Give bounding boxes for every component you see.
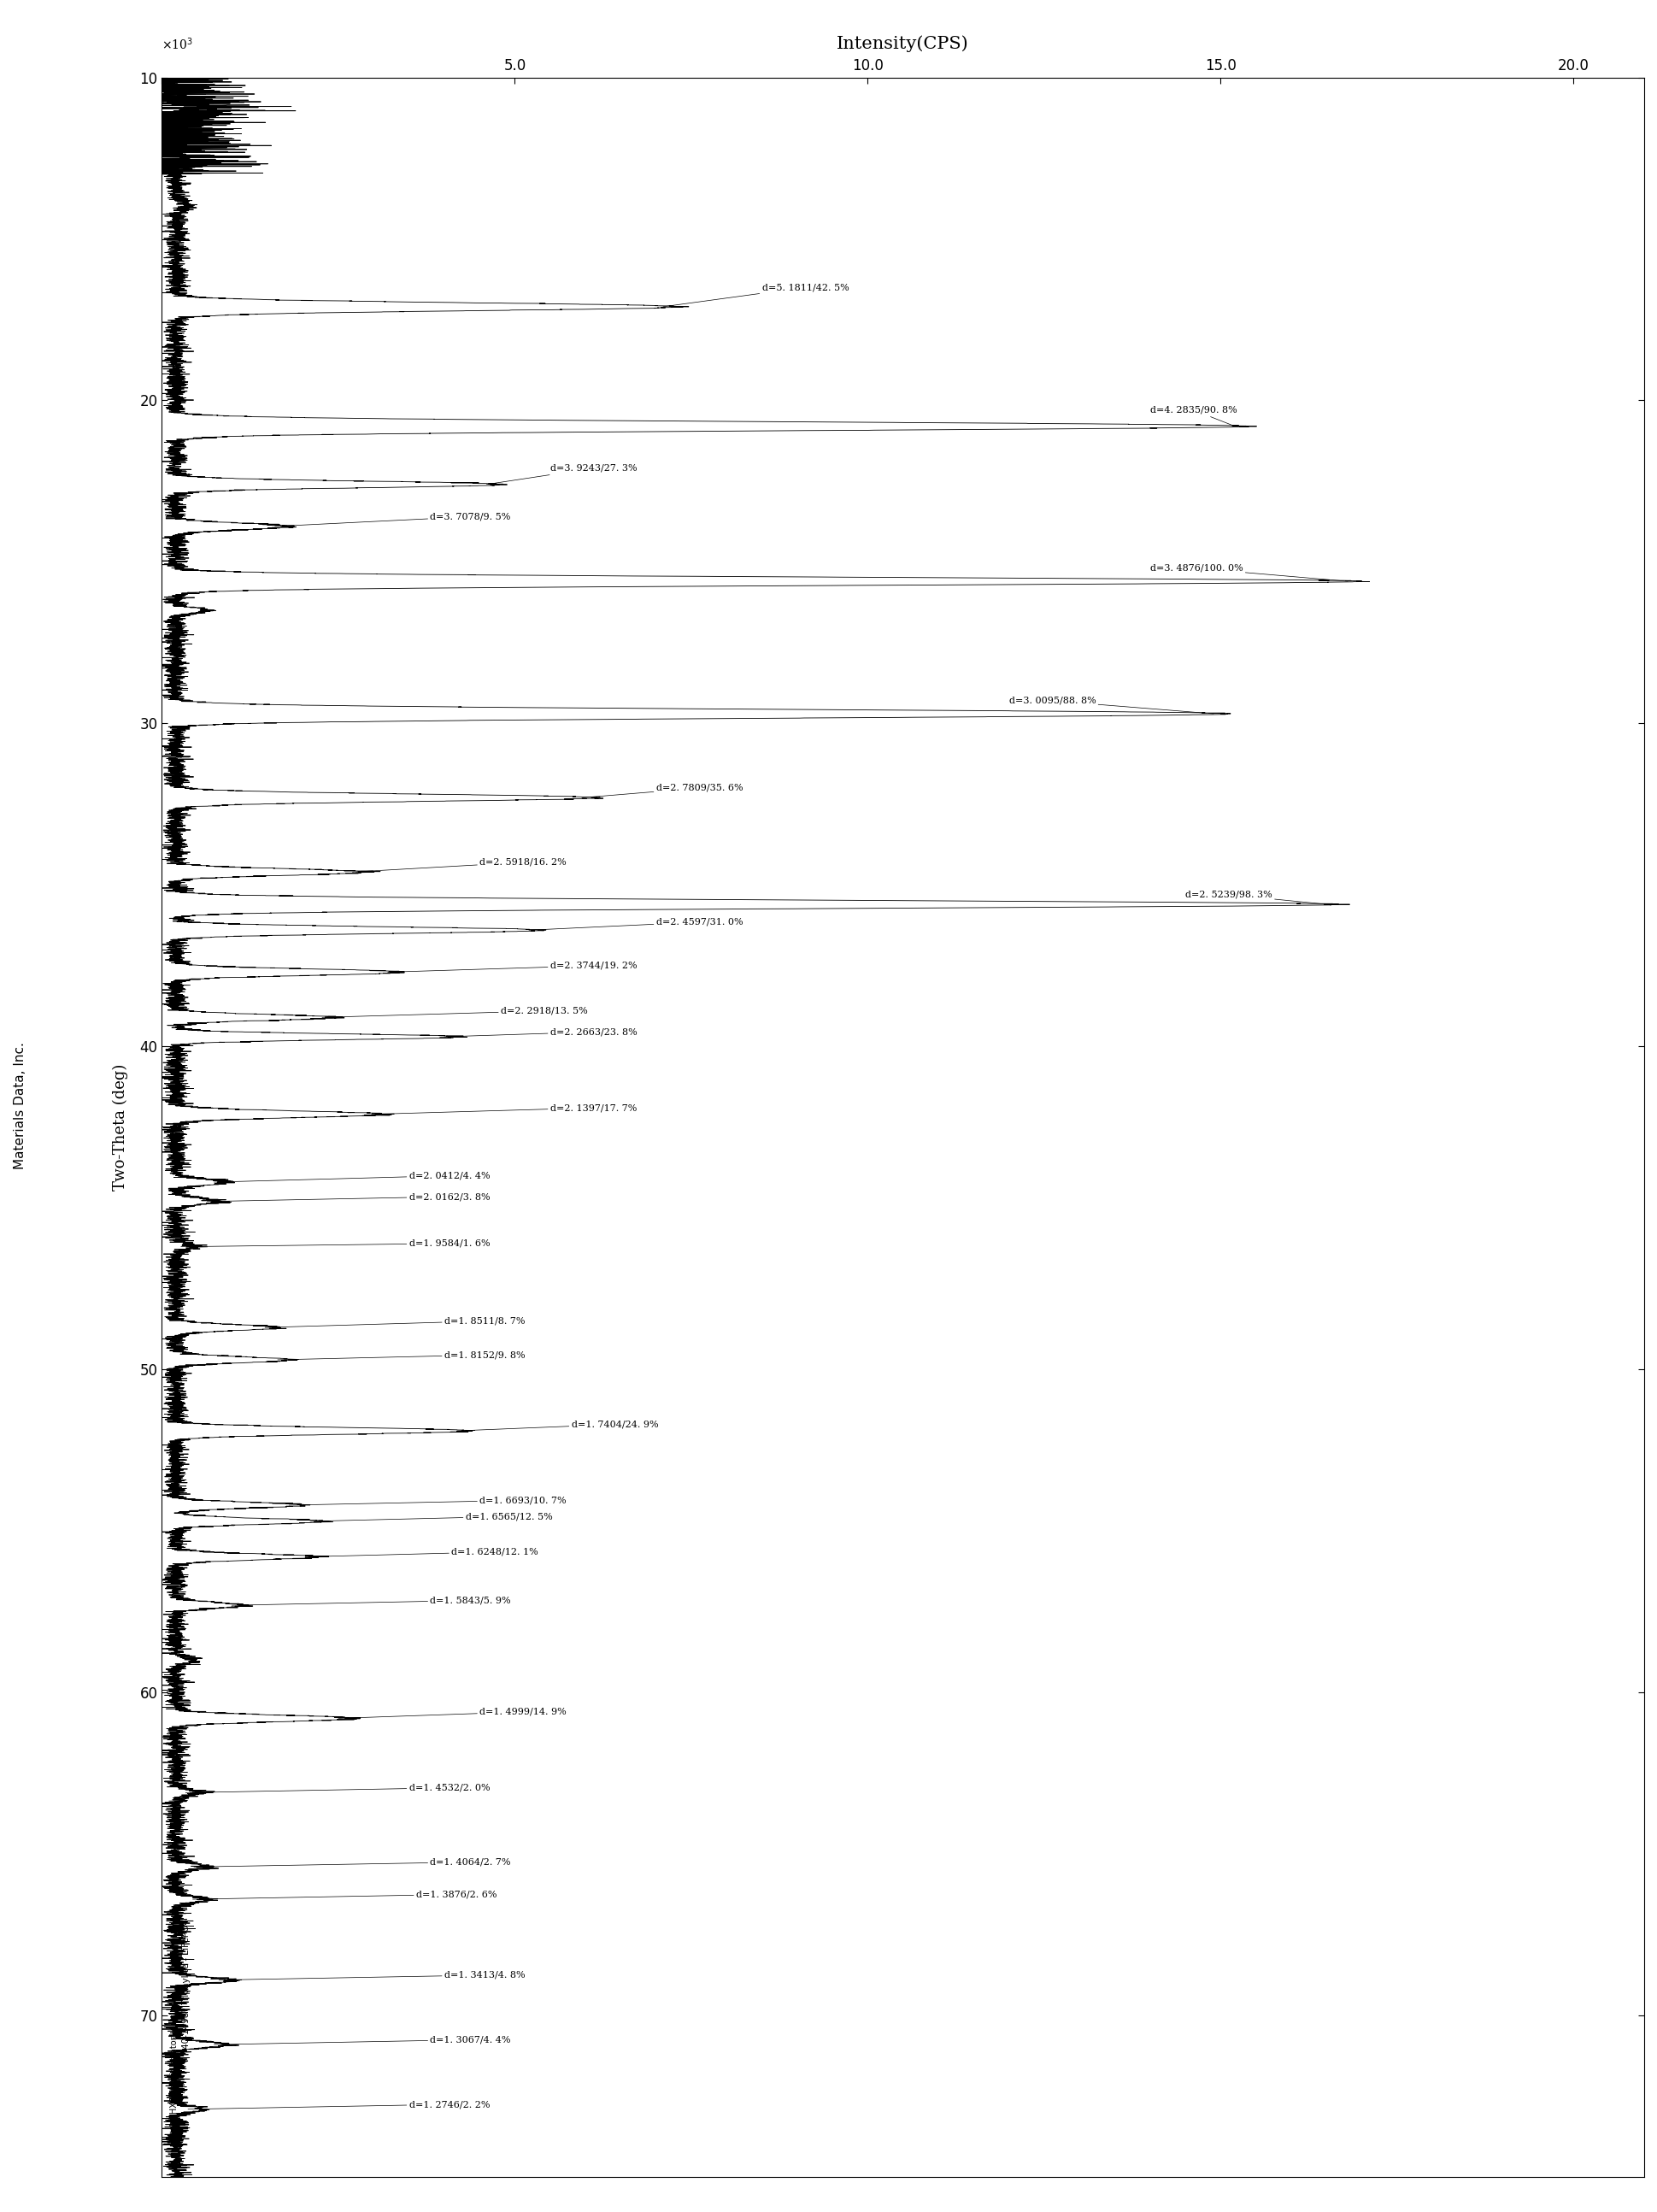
- Text: d=2. 2918/13. 5%: d=2. 2918/13. 5%: [321, 1006, 588, 1018]
- Text: d=1. 6693/10. 7%: d=1. 6693/10. 7%: [288, 1495, 567, 1504]
- Text: $\times$10$^3$: $\times$10$^3$: [162, 35, 194, 53]
- Text: d=1. 4064/2. 7%: d=1. 4064/2. 7%: [194, 1858, 510, 1867]
- Text: d=5. 1811/42. 5%: d=5. 1811/42. 5%: [663, 283, 848, 307]
- Text: 40-1498? TriphylIte - LiFePO4: 40-1498? TriphylIte - LiFePO4: [182, 1918, 191, 2048]
- Text: d=2. 5918/16. 2%: d=2. 5918/16. 2%: [353, 858, 567, 872]
- Text: d=2. 0412/4. 4%: d=2. 0412/4. 4%: [214, 1172, 490, 1181]
- Text: d=1. 4532/2. 0%: d=1. 4532/2. 0%: [186, 1783, 490, 1792]
- Text: d=2. 1397/17. 7%: d=2. 1397/17. 7%: [371, 1104, 636, 1115]
- Text: d=3. 0095/88. 8%: d=3. 0095/88. 8%: [1009, 697, 1213, 714]
- Text: Materials Data, Inc.: Materials Data, Inc.: [13, 1042, 27, 1170]
- Text: d=2. 7809/35. 6%: d=2. 7809/35. 6%: [582, 783, 742, 799]
- Text: d=2. 4597/31. 0%: d=2. 4597/31. 0%: [529, 918, 742, 931]
- Text: d=3. 7078/9. 5%: d=3. 7078/9. 5%: [275, 513, 510, 526]
- X-axis label: Intensity(CPS): Intensity(CPS): [837, 35, 969, 51]
- Text: d=1. 6248/12. 1%: d=1. 6248/12. 1%: [305, 1548, 539, 1557]
- Text: d=2. 5239/98. 3%: d=2. 5239/98. 3%: [1185, 891, 1327, 905]
- Text: d=3. 9243/27. 3%: d=3. 9243/27. 3%: [487, 465, 636, 484]
- Text: d=2. 0162/3. 8%: d=2. 0162/3. 8%: [207, 1192, 490, 1201]
- Text: d=4. 2835/90. 8%: d=4. 2835/90. 8%: [1150, 405, 1238, 427]
- Text: d=1. 8511/8. 7%: d=1. 8511/8. 7%: [265, 1316, 525, 1327]
- Text: d=1. 7404/24. 9%: d=1. 7404/24. 9%: [457, 1420, 658, 1431]
- Text: d=1. 3413/4. 8%: d=1. 3413/4. 8%: [219, 1971, 525, 1980]
- Text: d=1. 5843/5. 9%: d=1. 5843/5. 9%: [232, 1597, 510, 1606]
- Y-axis label: Two-Theta (deg): Two-Theta (deg): [113, 1064, 128, 1190]
- Text: d=1. 4999/14. 9%: d=1. 4999/14. 9%: [338, 1708, 567, 1719]
- Text: d=1. 9584/1. 6%: d=1. 9584/1. 6%: [181, 1239, 490, 1248]
- Text: d=1. 8152/9. 8%: d=1. 8152/9. 8%: [278, 1352, 525, 1360]
- Text: d=1. 2746/2. 2%: d=1. 2746/2. 2%: [187, 2099, 490, 2110]
- Text: d=2. 3744/19. 2%: d=2. 3744/19. 2%: [388, 962, 636, 971]
- Text: [HXR/Administrator]: [HXR/Administrator]: [169, 2031, 177, 2117]
- Text: d=1. 3067/4. 4%: d=1. 3067/4. 4%: [214, 2035, 510, 2044]
- Text: d=3. 4876/100. 0%: d=3. 4876/100. 0%: [1150, 564, 1347, 582]
- Text: d=2. 2663/23. 8%: d=2. 2663/23. 8%: [444, 1029, 636, 1037]
- Text: d=1. 3876/2. 6%: d=1. 3876/2. 6%: [192, 1889, 497, 1900]
- Text: d=1. 6565/12. 5%: d=1. 6565/12. 5%: [310, 1513, 552, 1522]
